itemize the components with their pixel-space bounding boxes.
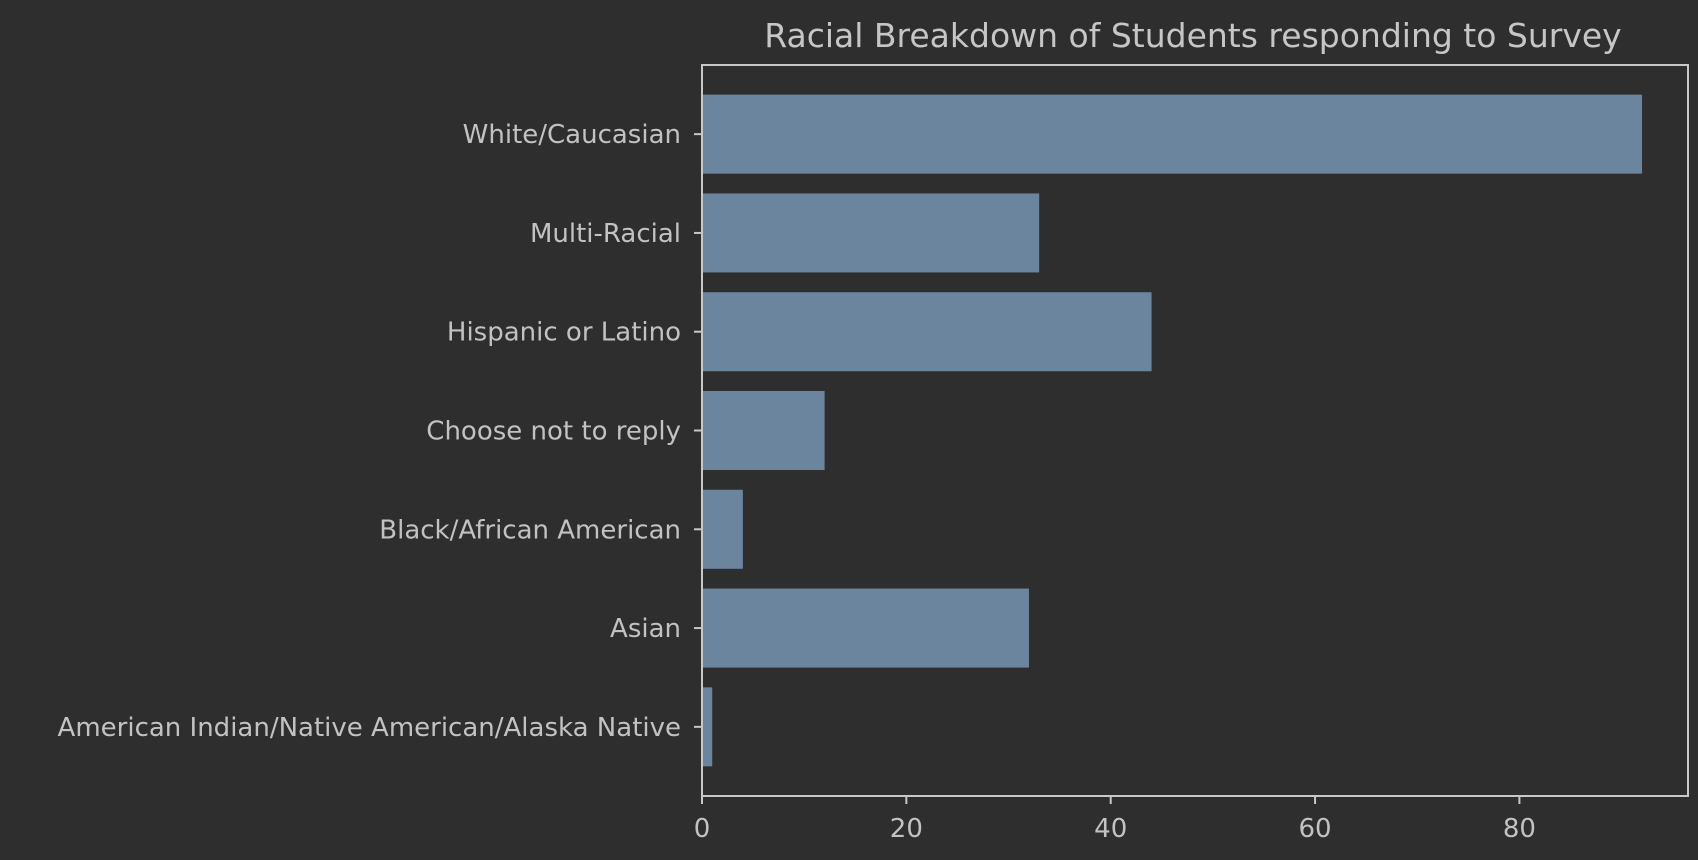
x-tick-label: 60 [1299, 814, 1332, 844]
bar-2 [702, 292, 1152, 372]
y-tick-label: American Indian/Native American/Alaska N… [58, 713, 681, 743]
y-tick-label: Black/African American [379, 515, 681, 545]
y-tick-label: Asian [610, 614, 681, 644]
bar-0 [702, 94, 1643, 174]
x-tick-label: 20 [890, 814, 923, 844]
bar-6 [702, 687, 713, 767]
y-tick-label: Multi-Racial [530, 219, 681, 249]
x-tick-label: 40 [1094, 814, 1127, 844]
bar-3 [702, 390, 825, 471]
bar-1 [702, 193, 1040, 273]
plot-frame [701, 64, 1689, 797]
y-tick-label: White/Caucasian [463, 120, 681, 150]
y-tick-label: Hispanic or Latino [447, 318, 681, 348]
x-tick-label: 80 [1503, 814, 1536, 844]
x-axis: 0 20 40 60 80 [694, 796, 1536, 844]
bars-layer [702, 94, 1643, 767]
y-tick-label: Choose not to reply [426, 417, 681, 447]
y-axis: White/Caucasian Multi-Racial Hispanic or L… [58, 120, 702, 743]
chart-title: Racial Breakdown of Students responding … [764, 16, 1621, 55]
x-tick-label: 0 [694, 814, 711, 844]
bar-4 [702, 489, 743, 569]
bar-5 [702, 588, 1029, 668]
